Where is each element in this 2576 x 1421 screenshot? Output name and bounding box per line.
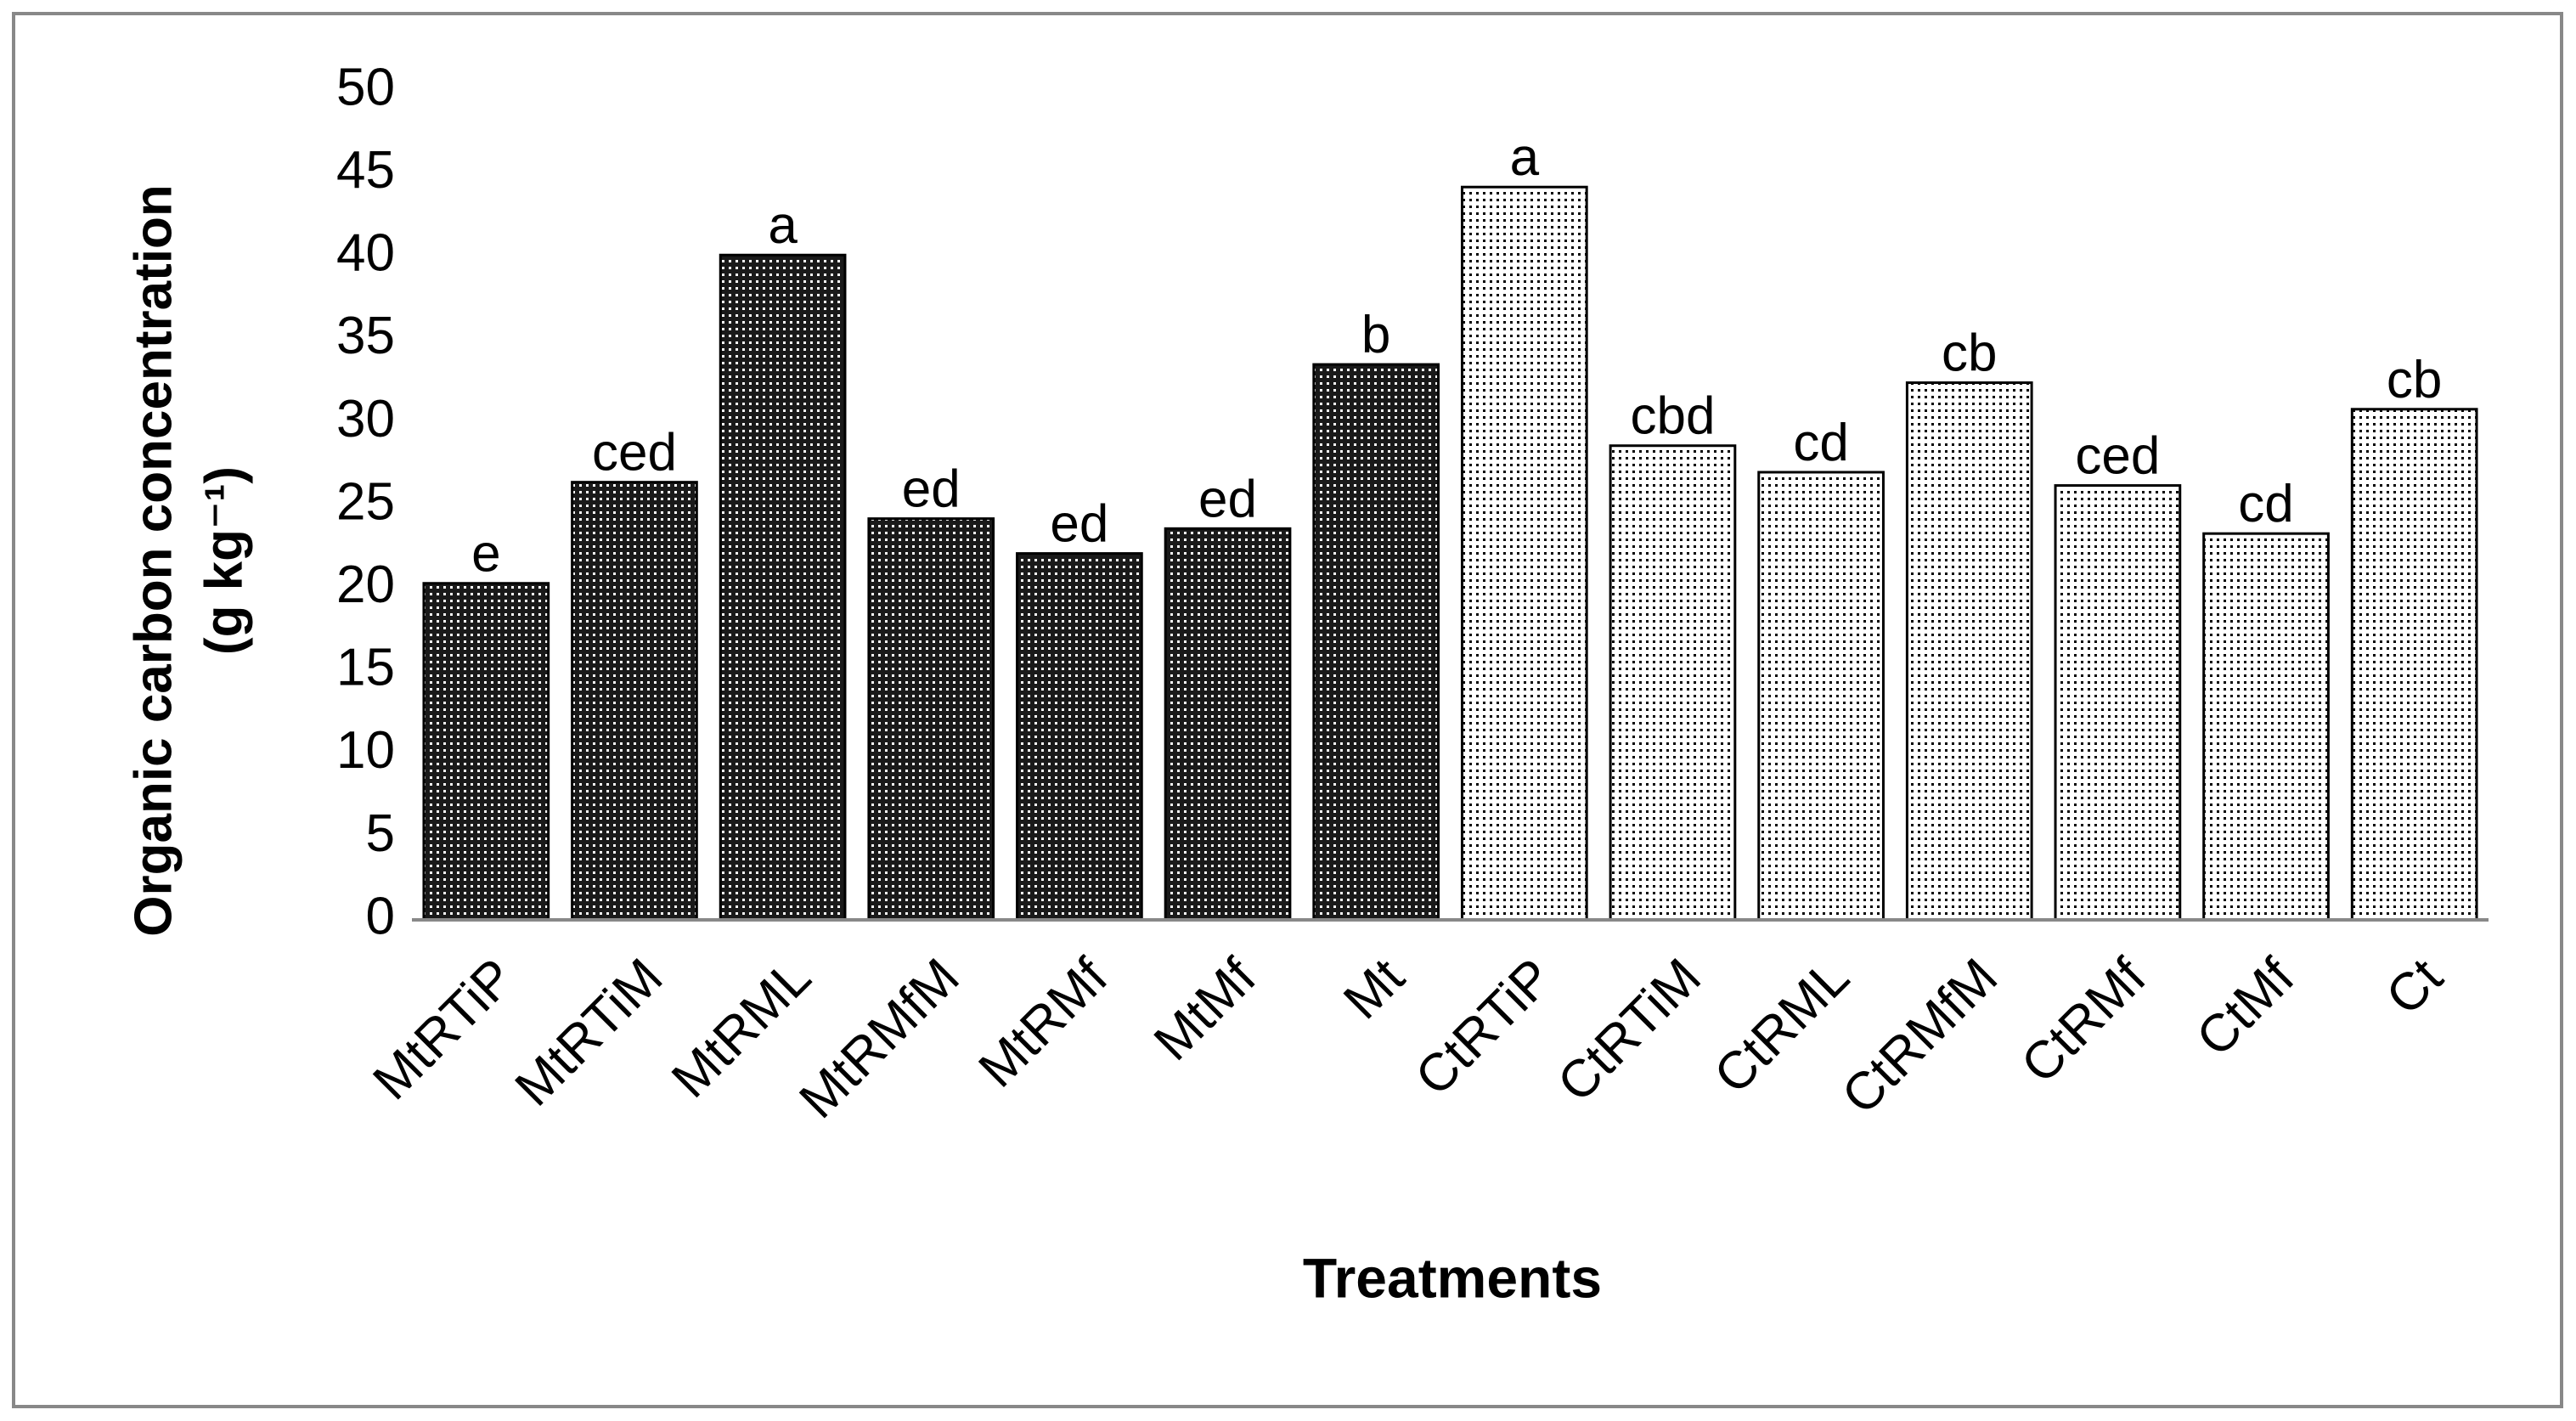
y-axis-title: (g kg⁻¹) <box>194 466 253 655</box>
bar <box>571 481 698 922</box>
significance-letter: cb <box>1942 324 1997 383</box>
y-tick-label: 0 <box>366 887 395 945</box>
significance-letter: ed <box>902 460 961 519</box>
bar <box>2054 484 2182 922</box>
y-tick-label: 5 <box>366 804 395 863</box>
significance-letter: b <box>1361 306 1390 364</box>
y-tick-label: 45 <box>336 141 395 200</box>
bar <box>1016 552 1143 922</box>
bar <box>2350 408 2478 922</box>
significance-letter: cb <box>2387 351 2442 409</box>
x-axis-title: Treatments <box>1303 1246 1602 1309</box>
significance-letter: cbd <box>1630 387 1715 446</box>
y-tick-label: 50 <box>336 58 395 116</box>
bar <box>719 253 847 922</box>
significance-letter: ed <box>1050 495 1108 554</box>
significance-letter: cd <box>2238 475 2293 533</box>
y-tick-label: 40 <box>336 224 395 283</box>
y-tick-label: 10 <box>336 721 395 780</box>
significance-letter: e <box>471 525 500 584</box>
significance-letter: ced <box>592 424 677 482</box>
bar <box>867 517 995 922</box>
bar <box>1757 471 1885 922</box>
y-tick-label: 35 <box>336 307 395 365</box>
bar <box>1460 185 1588 922</box>
significance-letter: ed <box>1198 470 1257 528</box>
significance-letter: a <box>1510 128 1540 187</box>
y-tick-label: 25 <box>336 472 395 531</box>
y-tick-label: 30 <box>336 390 395 448</box>
significance-letter: cd <box>1793 414 1848 472</box>
significance-letter: ced <box>2075 427 2160 486</box>
bar <box>1609 444 1737 922</box>
y-axis-title: Organic carbon concentration <box>124 184 183 936</box>
y-tick-label: 20 <box>336 555 395 614</box>
bar <box>1905 381 2033 922</box>
bar <box>1312 363 1440 922</box>
y-tick-label: 15 <box>336 639 395 697</box>
bar <box>1164 527 1292 922</box>
significance-letter: a <box>768 196 798 255</box>
bar <box>2202 532 2330 922</box>
bar <box>422 582 550 922</box>
